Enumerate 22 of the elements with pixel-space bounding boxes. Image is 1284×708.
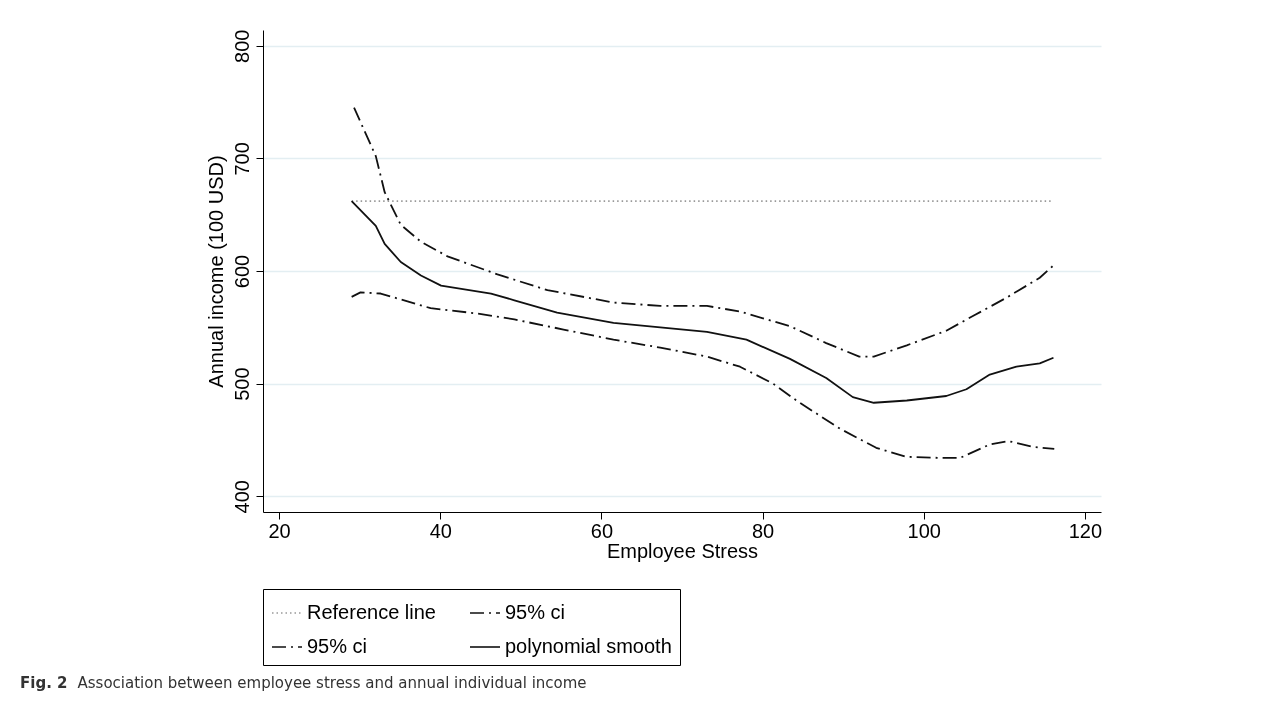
x-tick-label: 60 — [590, 519, 614, 542]
text: Association between employee stress and annual individual income — [77, 674, 587, 692]
y-tick-label: 500 — [230, 367, 253, 401]
legend-label: polynomial smooth — [505, 635, 672, 657]
y-tick-label: 800 — [230, 29, 253, 63]
y-tick-label: 700 — [230, 142, 253, 176]
y-tick-label: 600 — [230, 254, 253, 289]
x-axis-title: Employee Stress — [606, 539, 759, 562]
x-tick-label: 80 — [751, 519, 775, 542]
x-tick-label: 40 — [429, 519, 452, 542]
legend-label: Reference line — [307, 601, 436, 623]
x-tick-label: 100 — [907, 519, 941, 542]
y-axis-title: Annual income (100 USD) — [204, 155, 227, 388]
line-series — [353, 106, 1055, 358]
legend-label: 95% ci — [307, 635, 368, 657]
caption: Fig. 2 — [20, 674, 68, 692]
legend-label: 95% ci — [505, 601, 566, 623]
line-series — [350, 200, 1055, 404]
line-series — [350, 291, 1056, 459]
x-tick-label: 20 — [268, 519, 291, 542]
x-tick-label: 120 — [1068, 519, 1103, 542]
y-tick-label: 400 — [230, 480, 253, 514]
